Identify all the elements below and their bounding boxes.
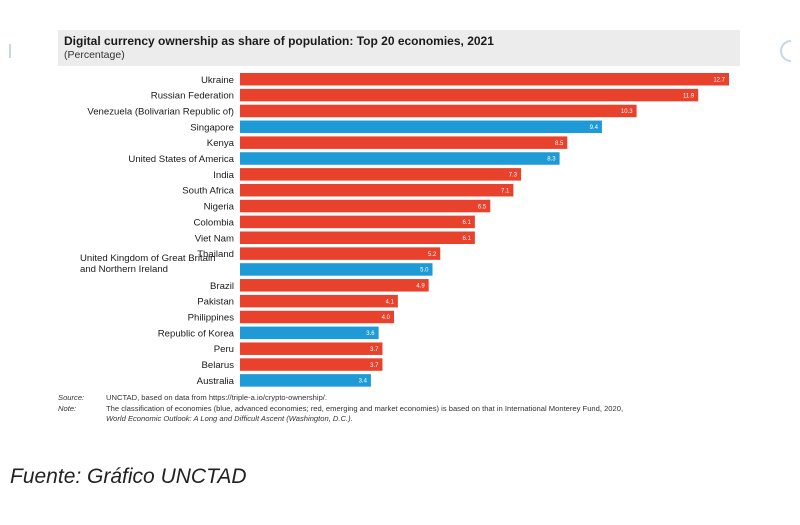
category-label: Colombia [193, 217, 234, 228]
category-label: United Kingdom of Great Britain [80, 253, 215, 264]
bar [240, 279, 429, 292]
bar [240, 358, 383, 371]
category-label: and Northern Ireland [80, 264, 168, 275]
bar [240, 73, 729, 86]
note-key: Note: [58, 403, 77, 413]
note-text-line-1: The classification of economies (blue, a… [106, 403, 624, 413]
value-label: 5.0 [420, 268, 429, 274]
value-label: 8.5 [555, 141, 564, 147]
value-label: 4.0 [382, 315, 391, 321]
category-label: Peru [214, 344, 234, 355]
category-label: Republic of Korea [158, 328, 235, 339]
bar [240, 263, 433, 276]
value-label: 4.1 [386, 299, 395, 305]
bar [240, 342, 383, 355]
value-label: 6.1 [463, 220, 472, 226]
category-label: Singapore [190, 122, 234, 133]
bar [240, 88, 699, 102]
value-label: 9.4 [590, 125, 599, 131]
category-label: Ukraine [201, 75, 234, 86]
bar [240, 199, 491, 213]
category-label: Belarus [201, 360, 234, 371]
value-label: 6.5 [478, 204, 487, 210]
title-band [58, 30, 740, 66]
classification-note: Note: The classification of economies (b… [58, 404, 758, 415]
category-label: Kenya [207, 138, 235, 149]
bar [240, 168, 522, 181]
bar [240, 120, 602, 134]
bar [240, 247, 441, 260]
category-label: Nigeria [204, 202, 235, 213]
category-label: Philippines [188, 313, 235, 324]
category-label: Thailand [197, 249, 234, 260]
bar [240, 183, 514, 197]
value-label: 8.3 [547, 157, 556, 163]
bar [240, 152, 560, 165]
category-label: South Africa [182, 186, 234, 197]
chart-title: Digital currency ownership as share of p… [64, 34, 494, 48]
category-label: United States of America [128, 154, 234, 165]
category-label: Brazil [210, 281, 234, 292]
category-label: Russian Federation [151, 91, 234, 102]
note-text-line-2: World Economic Outlook: A Long and Diffi… [106, 414, 353, 423]
bar [240, 104, 637, 118]
source-key: Source: [58, 393, 85, 402]
value-label: 10.3 [621, 109, 633, 115]
bar [240, 215, 475, 229]
bar [240, 310, 395, 324]
classification-note-cont: World Economic Outlook: A Long and Diffi… [58, 414, 758, 425]
right-edge-mark [780, 40, 791, 62]
value-label: 7.1 [501, 188, 510, 194]
bar [240, 231, 475, 244]
bar-chart: 12.7 Ukraine 11.9 Russian Federation 10.3 Ven… [80, 73, 729, 387]
bar [240, 374, 371, 387]
value-label: 12.7 [713, 77, 725, 83]
bar [240, 326, 379, 340]
category-label: Pakistan [197, 297, 234, 308]
value-label: 3.4 [359, 379, 368, 385]
source-note: Source: UNCTAD, based on data from https… [58, 393, 758, 404]
category-label: Venezuela (Bolivarian Republic of) [87, 106, 234, 117]
value-label: 6.1 [463, 236, 472, 242]
category-label: Australia [197, 376, 235, 387]
bar [240, 294, 398, 308]
category-label: Viet Nam [195, 233, 234, 244]
value-label: 3.6 [366, 331, 375, 337]
value-label: 11.9 [683, 93, 695, 99]
category-label: India [213, 170, 234, 181]
left-edge-mark [9, 44, 11, 58]
value-label: 4.9 [416, 284, 425, 290]
value-label: 3.7 [370, 363, 379, 369]
value-label: 5.2 [428, 252, 437, 258]
chart-notes: Source: UNCTAD, based on data from https… [58, 393, 758, 425]
source-text: UNCTAD, based on data from https://tripl… [106, 393, 328, 402]
value-label: 3.7 [370, 347, 379, 353]
chart-subtitle: (Percentage) [64, 49, 125, 61]
bar [240, 136, 568, 149]
value-label: 7.3 [509, 173, 518, 179]
figure-caption: Fuente: Gráfico UNCTAD [10, 465, 247, 488]
